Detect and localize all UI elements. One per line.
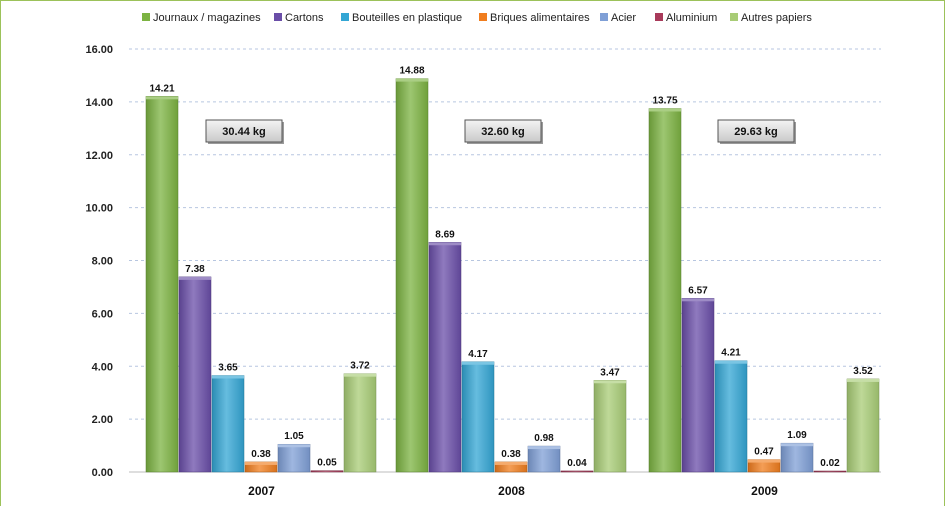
data-label-cartons-2009: 6.57 <box>688 285 708 296</box>
data-label-acier-2008: 0.98 <box>534 433 554 444</box>
y-tick-label: 4.00 <box>92 361 113 373</box>
bar-aluminium-2007 <box>310 470 344 473</box>
y-tick-label: 16.00 <box>85 44 113 56</box>
y-tick-label: 12.00 <box>85 150 113 162</box>
data-labels: 14.21 7.38 3.65 0.38 1.05 0.05 3.72 14.88 8.69 4.… <box>149 66 873 469</box>
bar-autres-papiers-2008 <box>593 380 627 473</box>
bar-cartons-2009 <box>681 298 715 473</box>
total-annotation-2007: 30.44 kg <box>205 119 284 144</box>
data-label-bouteilles-en-plastique-2007: 3.65 <box>218 363 238 374</box>
bar-cartons-2007 <box>178 276 212 473</box>
data-label-cartons-2007: 7.38 <box>185 264 205 275</box>
data-label-acier-2007: 1.05 <box>284 431 304 442</box>
legend-swatch-cartons <box>274 13 282 21</box>
data-label-journaux-magazines-2007: 14.21 <box>149 83 174 94</box>
bar-journaux-magazines-2007 <box>145 96 179 473</box>
bar-top-briques-alimentaires-2008 <box>495 461 527 465</box>
data-label-autres-papiers-2009: 3.52 <box>853 366 873 377</box>
bar-journaux-magazines-2009 <box>648 108 682 473</box>
x-category-2008: 2008 <box>498 484 525 498</box>
total-label: 30.44 kg <box>222 126 265 138</box>
bar-aluminium-2008 <box>560 470 594 473</box>
bar-bouteilles-en-plastique-2008 <box>461 361 495 473</box>
bar-acier-2008 <box>527 445 561 473</box>
bar-top-journaux-magazines-2008 <box>396 78 428 82</box>
data-label-briques-alimentaires-2009: 0.47 <box>754 447 774 458</box>
data-label-autres-papiers-2007: 3.72 <box>350 361 370 372</box>
data-label-aluminium-2008: 0.04 <box>567 458 587 469</box>
bar-top-acier-2008 <box>528 446 560 450</box>
data-label-aluminium-2009: 0.02 <box>820 458 840 469</box>
bar-top-bouteilles-en-plastique-2007 <box>212 375 244 379</box>
legend-swatch-bouteilles-en-plastique <box>341 13 349 21</box>
bar-bouteilles-en-plastique-2007 <box>211 375 245 473</box>
bar-aluminium-2009 <box>813 470 847 473</box>
totals: 30.44 kg 32.60 kg 29.63 kg <box>205 119 796 144</box>
bar-top-cartons-2008 <box>429 242 461 246</box>
x-category-2009: 2009 <box>751 484 778 498</box>
legend: Journaux / magazines Cartons Bouteilles en… <box>142 12 812 24</box>
bar-top-autres-papiers-2009 <box>847 378 879 382</box>
y-tick-label: 0.00 <box>92 467 113 479</box>
bar-top-autres-papiers-2007 <box>344 373 376 377</box>
total-label: 32.60 kg <box>481 126 524 138</box>
bar-top-journaux-magazines-2009 <box>649 108 681 112</box>
bar-top-briques-alimentaires-2007 <box>245 461 277 465</box>
bar-top-bouteilles-en-plastique-2008 <box>462 361 494 365</box>
data-label-journaux-magazines-2008: 14.88 <box>399 66 424 77</box>
bar-bouteilles-en-plastique-2009 <box>714 360 748 473</box>
bar-top-cartons-2007 <box>179 276 211 280</box>
bar-acier-2009 <box>780 442 814 473</box>
legend-swatch-journaux-magazines <box>142 13 150 21</box>
bars <box>145 78 880 473</box>
total-label: 29.63 kg <box>734 126 777 138</box>
bar-autres-papiers-2009 <box>846 378 880 473</box>
total-annotation-2009: 29.63 kg <box>717 119 796 144</box>
data-label-journaux-magazines-2009: 13.75 <box>652 95 677 106</box>
legend-swatch-acier <box>600 13 608 21</box>
data-label-autres-papiers-2008: 3.47 <box>600 367 620 378</box>
legend-label-acier: Acier <box>611 12 636 24</box>
data-label-briques-alimentaires-2008: 0.38 <box>501 449 521 460</box>
legend-label-journaux-magazines: Journaux / magazines <box>153 12 261 24</box>
data-label-acier-2009: 1.09 <box>787 430 807 441</box>
legend-label-autres-papiers: Autres papiers <box>741 12 812 24</box>
legend-swatch-autres-papiers <box>730 13 738 21</box>
legend-swatch-aluminium <box>655 13 663 21</box>
bar-top-acier-2007 <box>278 444 310 448</box>
data-label-briques-alimentaires-2007: 0.38 <box>251 449 271 460</box>
bar-autres-papiers-2007 <box>343 373 377 473</box>
legend-label-bouteilles-en-plastique: Bouteilles en plastique <box>352 12 462 24</box>
legend-label-aluminium: Aluminium <box>666 12 717 24</box>
bar-cartons-2008 <box>428 242 462 473</box>
y-tick-label: 14.00 <box>85 97 113 109</box>
data-label-aluminium-2007: 0.05 <box>317 458 337 469</box>
y-tick-label: 2.00 <box>92 414 113 426</box>
bar-acier-2007 <box>277 443 311 473</box>
data-label-bouteilles-en-plastique-2008: 4.17 <box>468 349 488 360</box>
y-tick-label: 10.00 <box>85 203 113 215</box>
legend-swatch-briques-alimentaires <box>479 13 487 21</box>
bar-top-acier-2009 <box>781 443 813 447</box>
bar-top-journaux-magazines-2007 <box>146 96 178 100</box>
y-axis: 0.00 2.00 4.00 6.00 8.00 10.00 12.00 14.00 16.00 <box>85 44 113 479</box>
y-tick-label: 8.00 <box>92 256 113 268</box>
x-axis: 2007 2008 2009 <box>248 484 778 498</box>
bar-top-autres-papiers-2008 <box>594 380 626 384</box>
total-annotation-2008: 32.60 kg <box>464 119 543 144</box>
data-label-bouteilles-en-plastique-2009: 4.21 <box>721 348 741 359</box>
bar-journaux-magazines-2008 <box>395 78 429 473</box>
bar-top-cartons-2009 <box>682 298 714 302</box>
legend-label-cartons: Cartons <box>285 12 324 24</box>
bar-top-bouteilles-en-plastique-2009 <box>715 360 747 364</box>
data-label-cartons-2008: 8.69 <box>435 229 455 240</box>
legend-label-briques-alimentaires: Briques alimentaires <box>490 12 590 24</box>
bar-top-briques-alimentaires-2009 <box>748 459 780 463</box>
y-tick-label: 6.00 <box>92 308 113 320</box>
x-category-2007: 2007 <box>248 484 275 498</box>
